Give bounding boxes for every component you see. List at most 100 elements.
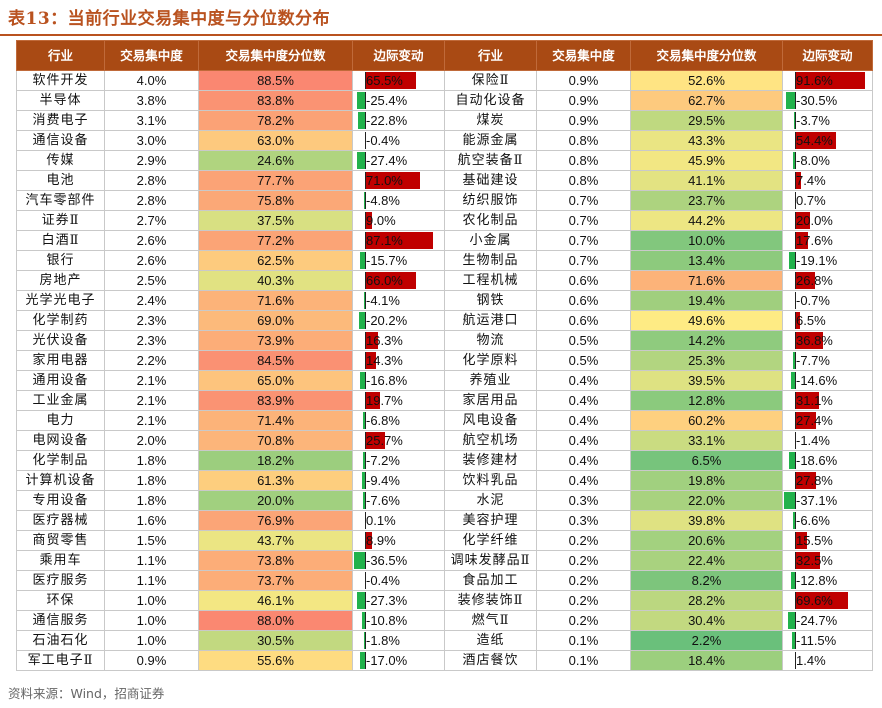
- percentile-value: 2.2%: [630, 630, 783, 651]
- change-bar: [795, 592, 848, 609]
- change-value: -0.7%: [796, 293, 830, 308]
- change-value: -27.3%: [366, 593, 408, 608]
- change-axis: [795, 632, 796, 649]
- change-bar: [362, 472, 365, 489]
- change-value: -3.7%: [796, 113, 830, 128]
- industry-name: 美容护理: [444, 510, 537, 531]
- marginal-change: 54.4%: [782, 130, 873, 151]
- change-bar: [365, 212, 373, 229]
- change-bar: [359, 652, 365, 669]
- change-value: -15.7%: [366, 253, 408, 268]
- concentration-value: 3.8%: [104, 90, 199, 111]
- industry-name: 生物制品: [444, 250, 537, 271]
- percentile-value: 12.8%: [630, 390, 783, 411]
- percentile-value: 71.4%: [198, 410, 353, 431]
- concentration-value: 0.4%: [536, 430, 631, 451]
- concentration-value: 4.0%: [104, 70, 199, 91]
- industry-name: 家居用品: [444, 390, 537, 411]
- change-bar: [363, 292, 365, 309]
- marginal-change: 26.8%: [782, 270, 873, 291]
- marginal-change: -10.8%: [352, 610, 445, 631]
- change-bar: [795, 552, 820, 569]
- change-value: -24.7%: [796, 613, 838, 628]
- concentration-value: 2.2%: [104, 350, 199, 371]
- concentration-value: 2.9%: [104, 150, 199, 171]
- concentration-value: 1.8%: [104, 470, 199, 491]
- percentile-value: 37.5%: [198, 210, 353, 231]
- marginal-change: 19.7%: [352, 390, 445, 411]
- concentration-value: 1.0%: [104, 630, 199, 651]
- concentration-value: 2.7%: [104, 210, 199, 231]
- header-industry-right: 行业: [444, 40, 537, 71]
- change-axis: [365, 312, 366, 329]
- concentration-value: 0.9%: [536, 110, 631, 131]
- change-value: -6.8%: [366, 413, 400, 428]
- industry-name: 酒店餐饮: [444, 650, 537, 671]
- concentration-value: 0.2%: [536, 590, 631, 611]
- industry-name: 调味发酵品Ⅱ: [444, 550, 537, 571]
- change-value: 20.0%: [796, 213, 833, 228]
- percentile-value: 88.0%: [198, 610, 353, 631]
- change-value: 66.0%: [366, 273, 403, 288]
- change-value: -7.7%: [796, 353, 830, 368]
- change-value: -4.8%: [366, 193, 400, 208]
- industry-name: 煤炭: [444, 110, 537, 131]
- concentration-value: 2.3%: [104, 330, 199, 351]
- concentration-value: 1.1%: [104, 570, 199, 591]
- change-axis: [365, 152, 366, 169]
- concentration-value: 2.8%: [104, 170, 199, 191]
- concentration-value: 0.5%: [536, 350, 631, 371]
- percentile-value: 84.5%: [198, 350, 353, 371]
- table-row: 汽车零部件 2.8% 75.8% -4.8% 纺织服饰 0.7% 23.7% 0.7%: [16, 190, 873, 211]
- industry-name: 自动化设备: [444, 90, 537, 111]
- change-bar: [792, 352, 795, 369]
- table-row: 银行 2.6% 62.5% -15.7% 生物制品 0.7% 13.4% -19.1%: [16, 250, 873, 271]
- industry-name: 保险Ⅱ: [444, 70, 537, 91]
- change-axis: [795, 372, 796, 389]
- change-bar: [795, 532, 807, 549]
- concentration-value: 0.3%: [536, 510, 631, 531]
- industry-name: 乘用车: [16, 550, 105, 571]
- change-bar: [365, 272, 417, 289]
- title-rule: [0, 34, 882, 36]
- industry-name: 航空机场: [444, 430, 537, 451]
- marginal-change: 1.4%: [782, 650, 873, 671]
- change-axis: [365, 352, 366, 369]
- industry-name: 传媒: [16, 150, 105, 171]
- change-bar: [356, 592, 365, 609]
- change-value: -30.5%: [796, 93, 838, 108]
- change-bar: [785, 92, 795, 109]
- change-bar: [363, 192, 365, 209]
- marginal-change: 65.5%: [352, 70, 445, 91]
- change-bar: [787, 612, 795, 629]
- table-row: 光伏设备 2.3% 73.9% 16.3% 物流 0.5% 14.2% 36.8%: [16, 330, 873, 351]
- change-axis: [365, 612, 366, 629]
- change-axis: [795, 392, 796, 409]
- change-value: 16.3%: [366, 333, 403, 348]
- change-bar: [791, 572, 795, 589]
- marginal-change: 27.4%: [782, 410, 873, 431]
- industry-name: 军工电子Ⅱ: [16, 650, 105, 671]
- change-bar: [357, 92, 365, 109]
- header-percentile-right: 交易集中度分位数: [630, 40, 783, 71]
- table-row: 商贸零售 1.5% 43.7% 8.9% 化学纤维 0.2% 20.6% 15.5%: [16, 530, 873, 551]
- change-axis: [795, 492, 796, 509]
- table-row: 军工电子Ⅱ 0.9% 55.6% -17.0% 酒店餐饮 0.1% 18.4% 1.4%: [16, 650, 873, 671]
- change-axis: [365, 332, 366, 349]
- concentration-value: 0.2%: [536, 610, 631, 631]
- industry-name: 半导体: [16, 90, 105, 111]
- change-axis: [365, 392, 366, 409]
- change-bar: [361, 612, 365, 629]
- concentration-value: 0.5%: [536, 330, 631, 351]
- industry-name: 食品加工: [444, 570, 537, 591]
- change-axis: [365, 232, 366, 249]
- change-value: -7.6%: [366, 493, 400, 508]
- concentration-value: 2.3%: [104, 310, 199, 331]
- marginal-change: -12.8%: [782, 570, 873, 591]
- table-row: 乘用车 1.1% 73.8% -36.5% 调味发酵品Ⅱ 0.2% 22.4% 32.5%: [16, 550, 873, 571]
- concentration-value: 0.8%: [536, 130, 631, 151]
- industry-name: 商贸零售: [16, 530, 105, 551]
- change-value: 65.5%: [366, 73, 403, 88]
- concentration-table: 行业 交易集中度 交易集中度分位数 边际变动 行业 交易集中度 交易集中度分位数…: [16, 40, 873, 671]
- marginal-change: 91.6%: [782, 70, 873, 91]
